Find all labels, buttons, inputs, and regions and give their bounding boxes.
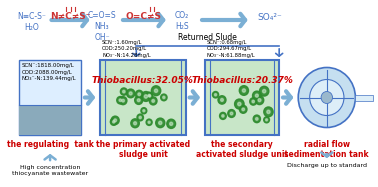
Circle shape xyxy=(119,99,122,102)
Circle shape xyxy=(141,91,150,101)
Circle shape xyxy=(149,97,157,105)
Circle shape xyxy=(148,94,150,97)
Circle shape xyxy=(256,118,258,120)
Text: radial flow
sedimentation tank: radial flow sedimentation tank xyxy=(285,140,369,159)
Circle shape xyxy=(253,115,260,123)
Text: SCN⁻:0.68mg/L
COD:294.67mg/L
NO₃⁻-N:61.88mg/L: SCN⁻:0.68mg/L COD:294.67mg/L NO₃⁻-N:61.8… xyxy=(207,40,256,58)
Circle shape xyxy=(242,89,245,92)
Text: SO₄²⁻: SO₄²⁻ xyxy=(257,13,282,22)
Circle shape xyxy=(263,89,266,93)
Circle shape xyxy=(252,100,254,103)
Circle shape xyxy=(264,117,270,123)
Circle shape xyxy=(159,121,162,125)
Circle shape xyxy=(221,99,223,101)
Circle shape xyxy=(161,94,167,101)
Circle shape xyxy=(228,110,235,117)
Circle shape xyxy=(220,112,226,119)
Circle shape xyxy=(146,119,152,125)
Text: High concentration
thiocyanate wastewater: High concentration thiocyanate wastewate… xyxy=(12,165,88,176)
Bar xyxy=(355,94,373,100)
Circle shape xyxy=(266,119,268,121)
Bar xyxy=(19,60,81,135)
Circle shape xyxy=(119,97,127,105)
Text: SCN⁻:1.60mg/L
COD:250.20mg/L
NO₃⁻-N:14.28mg/L: SCN⁻:1.60mg/L COD:250.20mg/L NO₃⁻-N:14.2… xyxy=(102,40,151,58)
Circle shape xyxy=(143,110,145,112)
Circle shape xyxy=(259,86,269,96)
Circle shape xyxy=(154,89,158,92)
Circle shape xyxy=(298,68,355,128)
Circle shape xyxy=(267,110,270,114)
Text: O=C≠S: O=C≠S xyxy=(126,12,162,21)
Circle shape xyxy=(117,96,124,104)
Circle shape xyxy=(138,93,141,96)
Circle shape xyxy=(253,91,261,100)
Circle shape xyxy=(135,96,143,104)
Circle shape xyxy=(250,98,257,105)
Text: the regulating  tank: the regulating tank xyxy=(7,140,93,149)
Text: the primary activated
sludge unit: the primary activated sludge unit xyxy=(96,140,190,159)
Circle shape xyxy=(214,94,217,96)
Circle shape xyxy=(222,115,224,117)
Circle shape xyxy=(255,94,258,97)
Circle shape xyxy=(218,96,226,104)
Circle shape xyxy=(144,95,147,98)
Circle shape xyxy=(137,99,140,102)
Circle shape xyxy=(239,86,248,95)
Circle shape xyxy=(167,119,176,128)
Circle shape xyxy=(212,91,218,98)
Circle shape xyxy=(238,102,241,106)
Circle shape xyxy=(239,105,247,113)
Text: CO₂
H₂S: CO₂ H₂S xyxy=(175,11,189,31)
Circle shape xyxy=(148,121,150,123)
Circle shape xyxy=(321,91,333,103)
Text: C=O=S
NH₃
OH⁻: C=O=S NH₃ OH⁻ xyxy=(88,11,116,42)
Circle shape xyxy=(110,118,117,125)
Circle shape xyxy=(151,86,161,96)
Circle shape xyxy=(230,112,233,115)
Circle shape xyxy=(135,90,143,98)
Circle shape xyxy=(147,93,153,99)
Circle shape xyxy=(149,95,151,97)
Bar xyxy=(100,60,186,135)
Circle shape xyxy=(163,96,165,99)
Circle shape xyxy=(127,89,135,98)
Text: Thiobacillus:32.05%: Thiobacillus:32.05% xyxy=(92,76,194,85)
Circle shape xyxy=(258,99,261,102)
Circle shape xyxy=(139,116,141,119)
Text: N≡C-S⁻
H₂O: N≡C-S⁻ H₂O xyxy=(17,12,46,32)
Circle shape xyxy=(235,99,244,109)
Circle shape xyxy=(122,99,124,102)
Circle shape xyxy=(170,122,173,125)
Circle shape xyxy=(137,114,143,121)
Circle shape xyxy=(122,90,125,93)
Circle shape xyxy=(146,92,152,99)
Circle shape xyxy=(113,121,115,123)
Circle shape xyxy=(129,92,132,95)
Circle shape xyxy=(310,79,344,116)
Text: Discharge up to standard: Discharge up to standard xyxy=(287,163,367,168)
Circle shape xyxy=(141,108,147,114)
Bar xyxy=(205,60,279,135)
Circle shape xyxy=(152,99,155,102)
Circle shape xyxy=(264,107,273,117)
Circle shape xyxy=(156,118,165,128)
Circle shape xyxy=(255,96,264,105)
Circle shape xyxy=(120,88,127,95)
Circle shape xyxy=(131,119,139,128)
Text: N≠C≠S⁻: N≠C≠S⁻ xyxy=(50,12,91,21)
Text: the secondary
activated sludge unit: the secondary activated sludge unit xyxy=(196,140,288,159)
Circle shape xyxy=(114,119,116,122)
Circle shape xyxy=(111,116,119,125)
Text: SCN⁻:1818.00mg/L
COD:2088.00mg/L
NO₃⁻-N:139.44mg/L: SCN⁻:1818.00mg/L COD:2088.00mg/L NO₃⁻-N:… xyxy=(22,63,77,81)
Circle shape xyxy=(133,122,136,125)
Circle shape xyxy=(242,108,245,111)
Text: Thiobacillus:20.37%: Thiobacillus:20.37% xyxy=(191,76,293,85)
Bar xyxy=(19,105,81,135)
Text: Returned Slude: Returned Slude xyxy=(178,33,237,42)
